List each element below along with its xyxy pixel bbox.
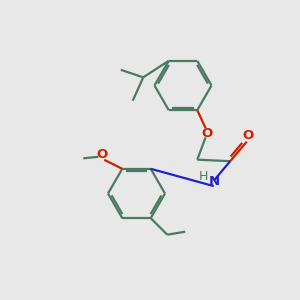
Text: O: O: [96, 148, 107, 161]
Text: O: O: [243, 129, 254, 142]
Text: O: O: [202, 127, 213, 140]
Text: N: N: [209, 176, 220, 188]
Text: H: H: [199, 170, 208, 183]
